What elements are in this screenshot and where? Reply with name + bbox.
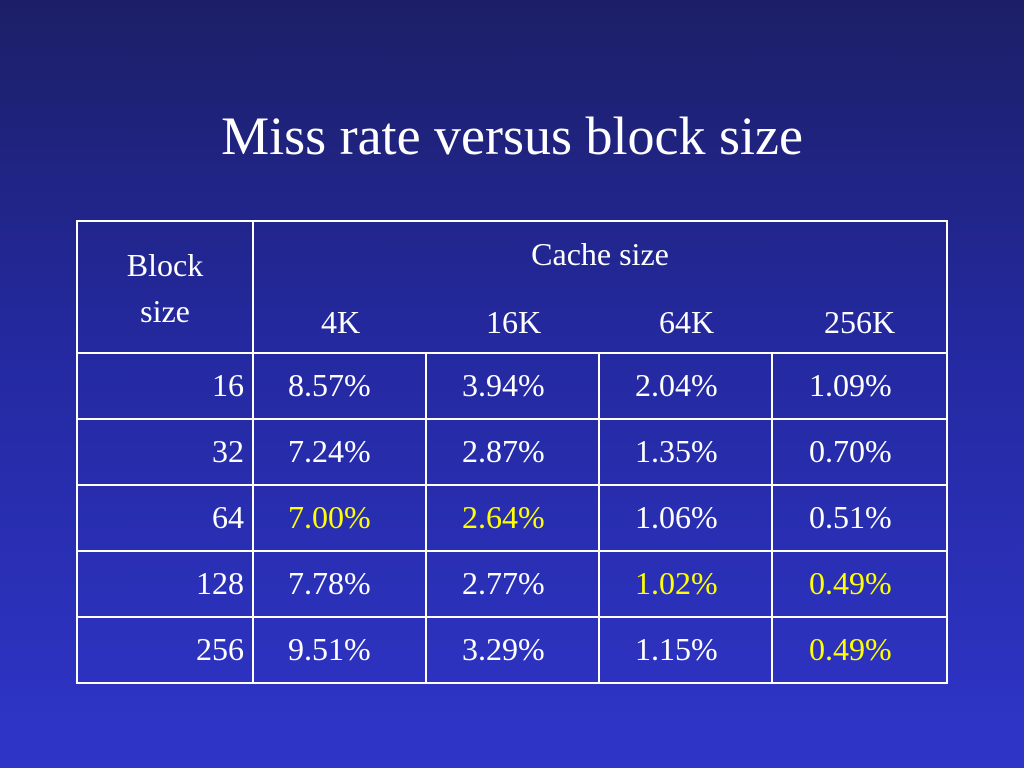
miss-rate-table: Block size Cache size 4K 16K 64K 256K 16… <box>76 220 948 684</box>
table-cell: 7.24% <box>288 433 371 469</box>
table-cell: 1.35% <box>635 433 718 469</box>
cache-size-header: Cache size <box>531 236 669 272</box>
table-cell: 1.06% <box>635 499 718 535</box>
divider-vertical <box>598 354 600 682</box>
table-cell: 1.09% <box>809 367 892 403</box>
divider-horizontal <box>78 484 946 486</box>
divider-horizontal <box>78 352 946 354</box>
table-cell: 2.04% <box>635 367 718 403</box>
table-cell: 1.02% <box>635 565 718 601</box>
row-label-block-size: 16 <box>212 367 244 403</box>
table-cell: 8.57% <box>288 367 371 403</box>
table-cell: 0.51% <box>809 499 892 535</box>
divider-vertical <box>771 354 773 682</box>
slide-title: Miss rate versus block size <box>221 106 803 166</box>
divider-horizontal <box>78 550 946 552</box>
column-header-16k: 16K <box>485 304 542 340</box>
table-cell: 0.49% <box>809 565 892 601</box>
table-cell: 0.70% <box>809 433 892 469</box>
table-cell: 3.94% <box>462 367 545 403</box>
divider-horizontal <box>78 616 946 618</box>
row-label-block-size: 256 <box>196 631 244 667</box>
column-header-4k: 4K <box>320 304 361 340</box>
column-header-256k: 256K <box>823 304 896 340</box>
table-cell: 2.64% <box>462 499 545 535</box>
row-label-block-size: 128 <box>196 565 244 601</box>
table-cell: 7.78% <box>288 565 371 601</box>
divider-horizontal <box>78 418 946 420</box>
column-header-64k: 64K <box>658 304 715 340</box>
table-cell: 2.77% <box>462 565 545 601</box>
block-size-header-line2: size <box>140 293 190 329</box>
table-cell: 7.00% <box>288 499 371 535</box>
table-cell: 3.29% <box>462 631 545 667</box>
divider-vertical <box>252 222 254 682</box>
row-label-block-size: 64 <box>212 499 244 535</box>
block-size-header-line1: Block <box>126 247 204 283</box>
table-grid: Block size Cache size 4K 16K 64K 256K 16… <box>78 222 946 682</box>
block-size-header: Block size <box>78 222 252 354</box>
table-cell: 9.51% <box>288 631 371 667</box>
table-cell: 1.15% <box>635 631 718 667</box>
row-label-block-size: 32 <box>212 433 244 469</box>
divider-vertical <box>425 354 427 682</box>
table-cell: 2.87% <box>462 433 545 469</box>
table-cell: 0.49% <box>809 631 892 667</box>
